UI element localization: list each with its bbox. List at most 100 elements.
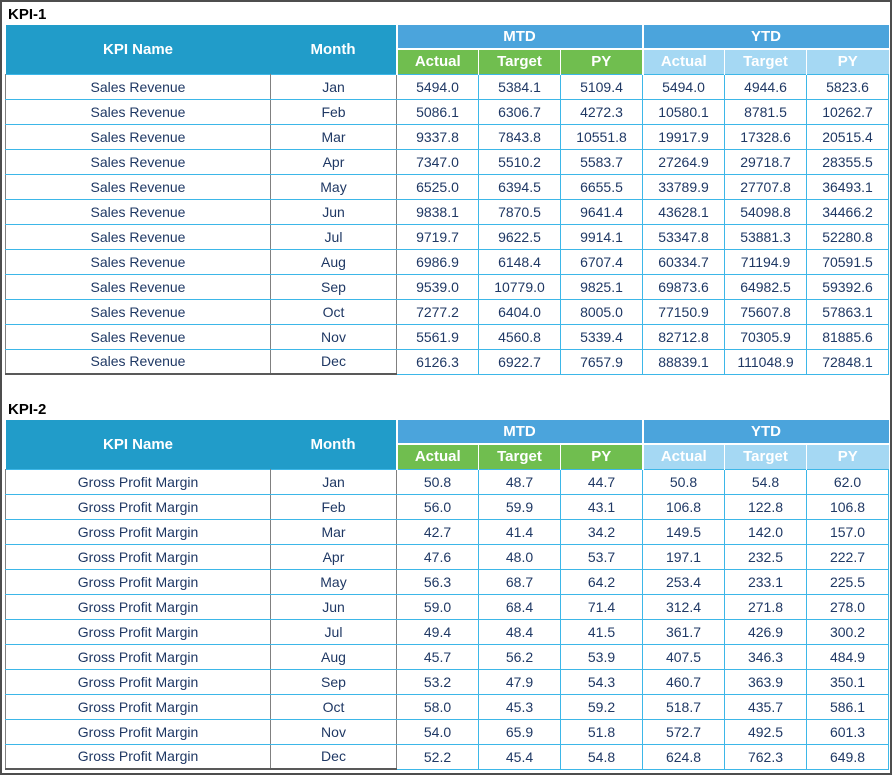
kpi-name-cell: Gross Profit Margin <box>5 493 271 520</box>
value-cell: 56.0 <box>396 493 479 520</box>
mtd-actual-header: Actual <box>396 49 479 74</box>
value-cell: 9622.5 <box>478 223 561 250</box>
month-cell: Mar <box>270 518 397 545</box>
value-cell: 601.3 <box>805 718 890 745</box>
value-cell: 9719.7 <box>396 223 479 250</box>
value-cell: 48.7 <box>478 468 561 495</box>
value-cell: 6707.4 <box>560 248 643 275</box>
kpi-name-cell: Gross Profit Margin <box>5 718 271 745</box>
kpi-name-cell: Sales Revenue <box>5 273 271 300</box>
month-cell: Feb <box>270 98 397 125</box>
month-cell: Apr <box>270 543 397 570</box>
value-cell: 9838.1 <box>396 198 479 225</box>
value-cell: 10262.7 <box>805 98 890 125</box>
month-cell: Mar <box>270 123 397 150</box>
table-row: Gross Profit Margin Aug 45.7 56.2 53.9 407.5 3… <box>5 643 890 670</box>
value-cell: 225.5 <box>805 568 890 595</box>
kpi-2-table: KPI Name Month MTD YTD Actual Target PY … <box>5 420 890 770</box>
value-cell: 5494.0 <box>396 73 479 100</box>
kpi-name-cell: Sales Revenue <box>5 173 271 200</box>
kpi-name-cell: Sales Revenue <box>5 148 271 175</box>
mtd-group-header: MTD <box>396 25 643 50</box>
value-cell: 45.3 <box>478 693 561 720</box>
month-cell: Feb <box>270 493 397 520</box>
value-cell: 5086.1 <box>396 98 479 125</box>
value-cell: 9641.4 <box>560 198 643 225</box>
kpi-name-cell: Sales Revenue <box>5 348 271 375</box>
value-cell: 312.4 <box>642 593 725 620</box>
month-cell: Apr <box>270 148 397 175</box>
value-cell: 460.7 <box>642 668 725 695</box>
value-cell: 81885.6 <box>805 323 890 350</box>
mtd-actual-header: Actual <box>396 444 479 469</box>
table-row: Sales Revenue Jan 5494.0 5384.1 5109.4 5494.0… <box>5 73 890 100</box>
value-cell: 71.4 <box>560 593 643 620</box>
ytd-target-header: Target <box>724 49 807 74</box>
kpi-name-cell: Gross Profit Margin <box>5 668 271 695</box>
value-cell: 6126.3 <box>396 348 479 375</box>
value-cell: 69873.6 <box>642 273 725 300</box>
value-cell: 71194.9 <box>724 248 807 275</box>
value-cell: 41.4 <box>478 518 561 545</box>
value-cell: 6922.7 <box>478 348 561 375</box>
month-cell: Dec <box>270 743 397 770</box>
kpi-name-cell: Sales Revenue <box>5 298 271 325</box>
value-cell: 253.4 <box>642 568 725 595</box>
ytd-py-header: PY <box>805 49 889 74</box>
value-cell: 649.8 <box>805 743 890 770</box>
ytd-target-header: Target <box>724 444 807 469</box>
month-cell: Sep <box>270 668 397 695</box>
value-cell: 54.0 <box>396 718 479 745</box>
month-cell: Dec <box>270 348 397 375</box>
table-row: Gross Profit Margin Oct 58.0 45.3 59.2 518.7 4… <box>5 693 890 720</box>
ytd-actual-header: Actual <box>641 444 725 469</box>
value-cell: 82712.8 <box>642 323 725 350</box>
table-row: Sales Revenue Dec 6126.3 6922.7 7657.9 88839.… <box>5 348 890 375</box>
value-cell: 64.2 <box>560 568 643 595</box>
month-cell: Jan <box>270 73 397 100</box>
kpi-name-cell: Gross Profit Margin <box>5 543 271 570</box>
table-row: Gross Profit Margin Jan 50.8 48.7 44.7 50.8 54… <box>5 468 890 495</box>
table-row: Gross Profit Margin May 56.3 68.7 64.2 253.4 2… <box>5 568 890 595</box>
kpi-name-cell: Gross Profit Margin <box>5 468 271 495</box>
value-cell: 4560.8 <box>478 323 561 350</box>
value-cell: 53.9 <box>560 643 643 670</box>
kpi-name-cell: Sales Revenue <box>5 98 271 125</box>
value-cell: 54098.8 <box>724 198 807 225</box>
value-cell: 62.0 <box>805 468 890 495</box>
value-cell: 50.8 <box>396 468 479 495</box>
value-cell: 17328.6 <box>724 123 807 150</box>
month-cell: Oct <box>270 693 397 720</box>
value-cell: 59.2 <box>560 693 643 720</box>
value-cell: 7843.8 <box>478 123 561 150</box>
value-cell: 7347.0 <box>396 148 479 175</box>
value-cell: 762.3 <box>724 743 807 770</box>
value-cell: 60334.7 <box>642 248 725 275</box>
value-cell: 300.2 <box>805 618 890 645</box>
value-cell: 20515.4 <box>805 123 890 150</box>
table-row: Gross Profit Margin Mar 42.7 41.4 34.2 149.5 1… <box>5 518 890 545</box>
value-cell: 9825.1 <box>560 273 643 300</box>
value-cell: 9914.1 <box>560 223 643 250</box>
value-cell: 363.9 <box>724 668 807 695</box>
value-cell: 7870.5 <box>478 198 561 225</box>
value-cell: 54.3 <box>560 668 643 695</box>
value-cell: 233.1 <box>724 568 807 595</box>
table-row: Sales Revenue Oct 7277.2 6404.0 8005.0 77150.… <box>5 298 890 325</box>
month-cell: May <box>270 173 397 200</box>
value-cell: 5561.9 <box>396 323 479 350</box>
value-cell: 59.0 <box>396 593 479 620</box>
value-cell: 49.4 <box>396 618 479 645</box>
kpi-2-section: KPI-2 KPI Name Month MTD YTD Actual Targ… <box>5 399 890 770</box>
mtd-py-header: PY <box>560 49 643 74</box>
value-cell: 6148.4 <box>478 248 561 275</box>
value-cell: 41.5 <box>560 618 643 645</box>
month-cell: Aug <box>270 248 397 275</box>
value-cell: 50.8 <box>642 468 725 495</box>
value-cell: 407.5 <box>642 643 725 670</box>
value-cell: 157.0 <box>805 518 890 545</box>
section-title-kpi-1: KPI-1 <box>8 6 47 23</box>
sub-header-row: Actual Target PY Actual Target PY <box>6 444 889 469</box>
value-cell: 56.3 <box>396 568 479 595</box>
value-cell: 8781.5 <box>724 98 807 125</box>
